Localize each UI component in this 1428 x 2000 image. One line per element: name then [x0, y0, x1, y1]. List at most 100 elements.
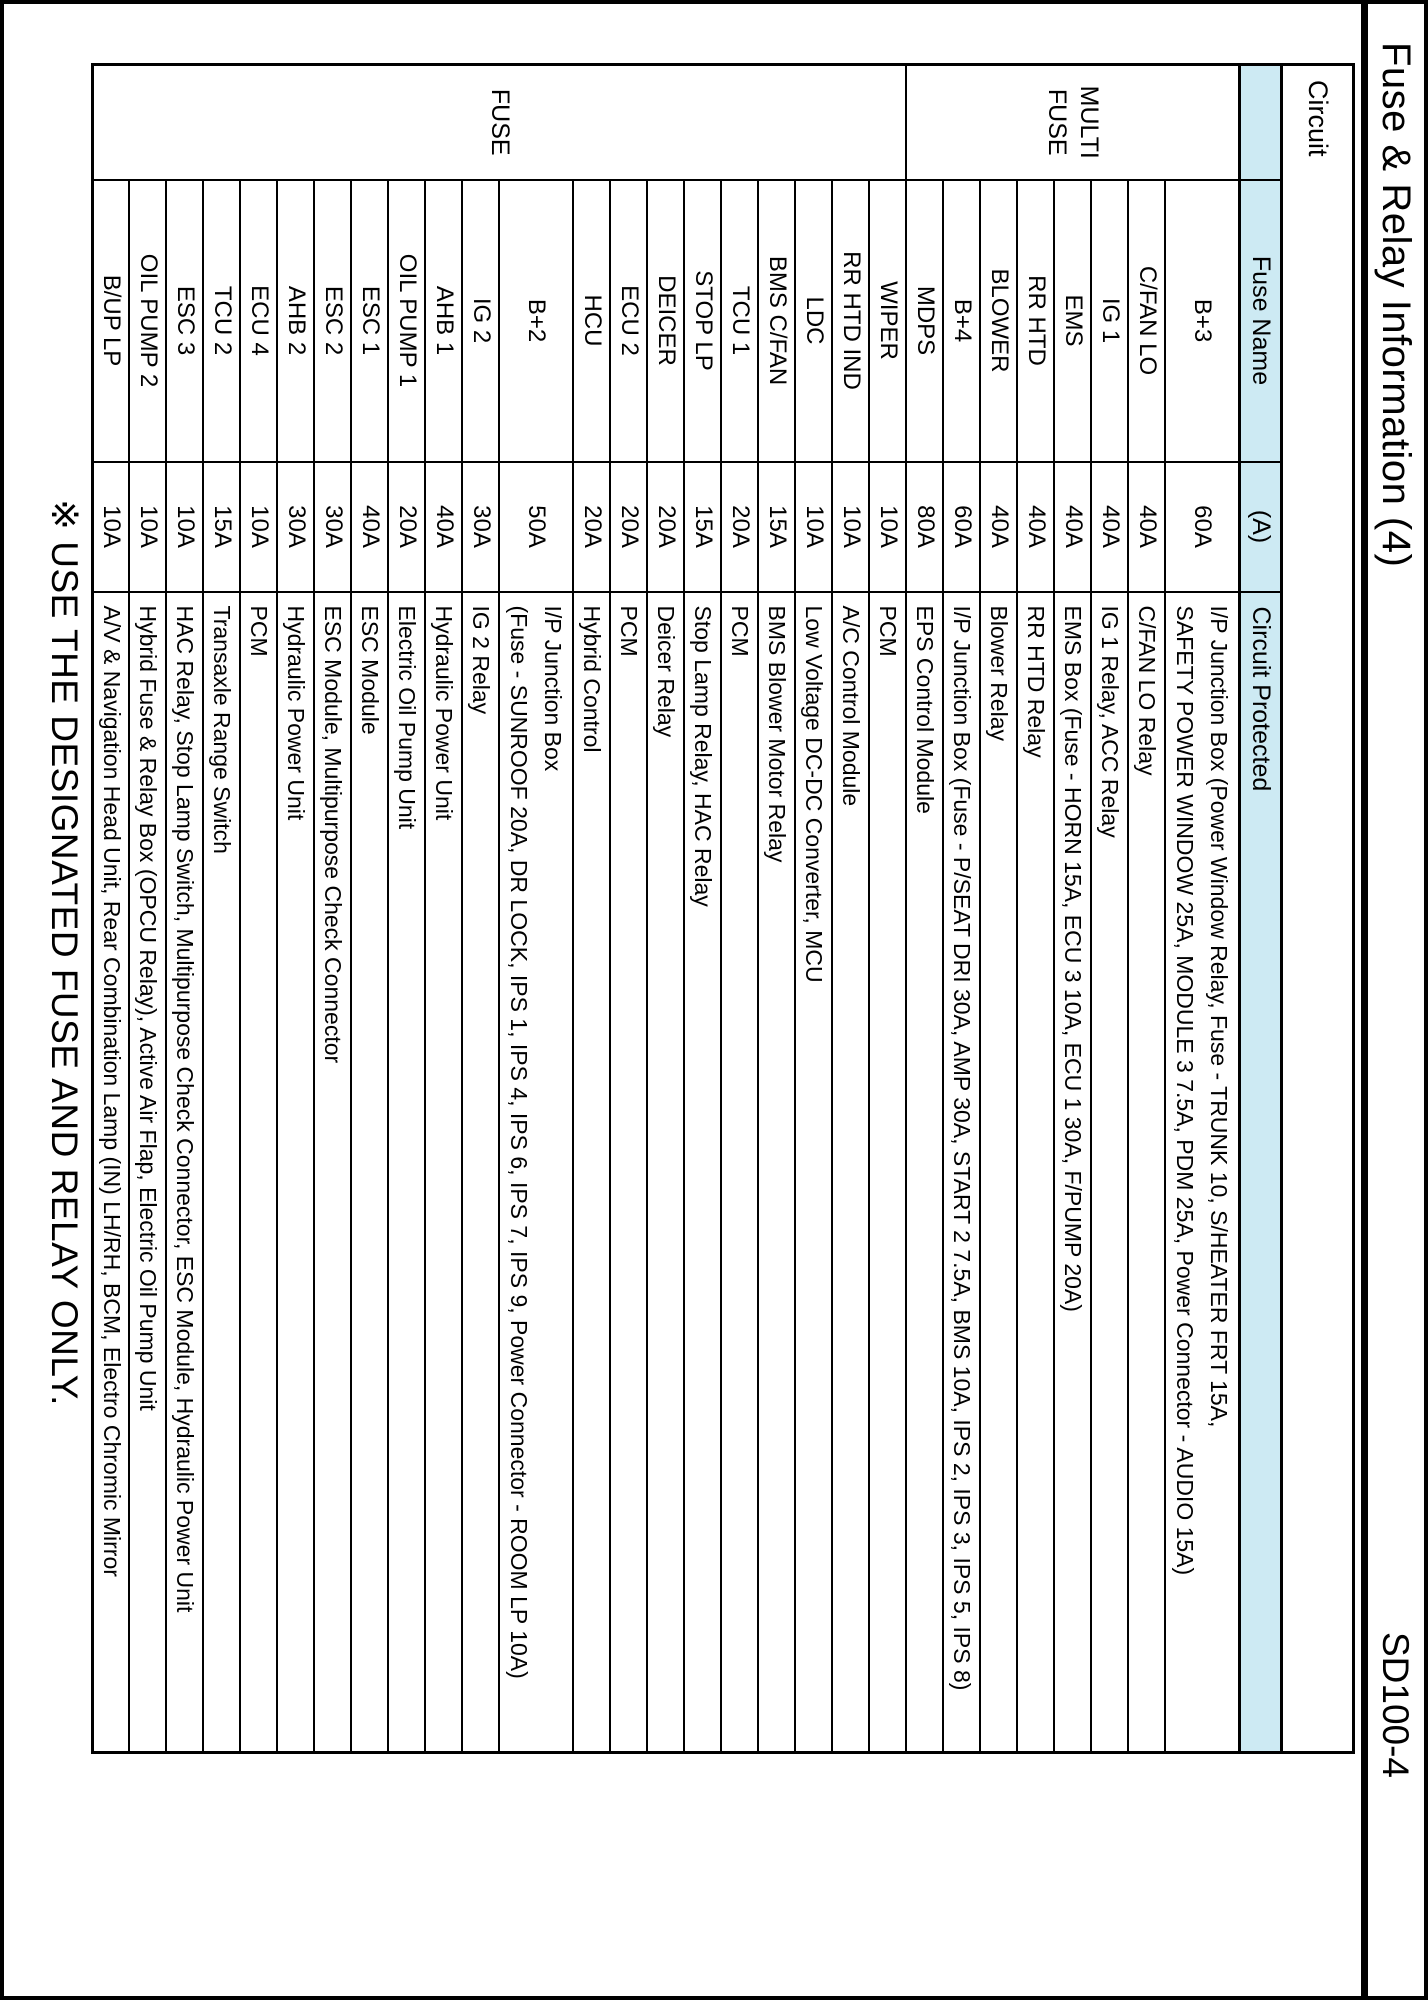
table-row: LDC 10A Low Voltage DC-DC Converter, MCU: [795, 65, 833, 1753]
amp-cell: 40A: [425, 461, 463, 592]
amp-cell: 40A: [351, 461, 389, 592]
amp-cell: 15A: [203, 461, 241, 592]
protected-cell: IG 1 Relay, ACC Relay: [1091, 591, 1129, 1753]
protected-cell: PCM: [869, 591, 907, 1753]
table-row: ESC 1 40A ESC Module: [351, 65, 389, 1753]
amp-cell: 10A: [129, 461, 167, 592]
protected-cell: Hybrid Control: [573, 591, 611, 1753]
amp-cell: 20A: [721, 461, 759, 592]
amp-cell: 30A: [462, 461, 500, 592]
table-row: BLOWER 40A Blower Relay: [980, 65, 1018, 1753]
protected-cell: Hydraulic Power Unit: [277, 591, 315, 1753]
table-row: B+4 60A I/P Junction Box (Fuse - P/SEAT DR…: [943, 65, 981, 1753]
fuse-name-cell: OIL PUMP 1: [388, 179, 426, 462]
fuse-name-cell: ESC 1: [351, 179, 389, 462]
table-row: ESC 3 10A HAC Relay, Stop Lamp Switch, Mul…: [166, 65, 204, 1753]
table-row: OIL PUMP 2 10A Hybrid Fuse & Relay Box (OP…: [129, 65, 167, 1753]
table-row: OIL PUMP 1 20A Electric Oil Pump Unit: [388, 65, 426, 1753]
fuse-name-cell: LDC: [795, 179, 833, 462]
table-row: AHB 1 40A Hydraulic Power Unit: [425, 65, 463, 1753]
table-row: ECU 2 20A PCM: [610, 65, 648, 1753]
table-row: IG 2 30A IG 2 Relay: [462, 65, 500, 1753]
table-row: B/UP LP 10A A/V & Navigation Head Unit, Re…: [92, 65, 130, 1753]
protected-cell: A/C Control Module: [832, 591, 870, 1753]
table-row: ECU 4 10A PCM: [240, 65, 278, 1753]
amp-cell: 80A: [906, 461, 944, 592]
amp-cell: 30A: [314, 461, 352, 592]
table-row: TCU 1 20A PCM: [721, 65, 759, 1753]
protected-cell: C/FAN LO Relay: [1128, 591, 1166, 1753]
amp-cell: 50A: [499, 461, 574, 592]
table-row: B+2 50A I/P Junction Box (Fuse - SUNROOF 20…: [499, 65, 574, 1753]
page-title: Fuse & Relay Information (4): [1374, 42, 1419, 568]
circuit-header-cell: Circuit: [1281, 64, 1354, 1753]
amp-cell: 10A: [166, 461, 204, 592]
fuse-name-cell: ESC 3: [166, 179, 204, 462]
fuse-name-cell: RR HTD: [1017, 179, 1055, 462]
amp-cell: 10A: [832, 461, 870, 592]
table-row: IG 1 40A IG 1 Relay, ACC Relay: [1091, 65, 1129, 1753]
table-row: DEICER 20A Deicer Relay: [647, 65, 685, 1753]
protected-cell: IG 2 Relay: [462, 591, 500, 1753]
protected-cell: ESC Module, Multipurpose Check Connector: [314, 591, 352, 1753]
amp-cell: 10A: [795, 461, 833, 592]
protected-cell: RR HTD Relay: [1017, 591, 1055, 1753]
protected-cell: Transaxle Range Switch: [203, 591, 241, 1753]
amp-cell: 15A: [758, 461, 796, 592]
amp-cell: 60A: [1165, 461, 1240, 592]
table-row: MDPS 80A EPS Control Module: [906, 65, 944, 1753]
amp-cell: 40A: [980, 461, 1018, 592]
protected-cell: ESC Module: [351, 591, 389, 1753]
table-row: FUSE WIPER 10A PCM: [92, 64, 907, 1753]
fuse-name-cell: BLOWER: [980, 179, 1018, 462]
table-row: AHB 2 30A Hydraulic Power Unit: [277, 65, 315, 1753]
fuse-name-cell: IG 2: [462, 179, 500, 462]
amp-cell: 60A: [943, 461, 981, 592]
fuse-name-cell: STOP LP: [684, 179, 722, 462]
amp-cell: 20A: [647, 461, 685, 592]
column-header-row: Fuse Name (A) Circuit Protected: [1239, 64, 1282, 1753]
fuse-group-cell: MULTI FUSE: [906, 64, 1240, 180]
fuse-name-cell: AHB 1: [425, 179, 463, 462]
fuse-name-cell: BMS C/FAN: [758, 179, 796, 462]
caution-note: ※ USE THE DESIGNATED FUSE AND RELAY ONLY…: [44, 499, 85, 1406]
table-row: RR HTD 40A RR HTD Relay: [1017, 65, 1055, 1753]
fuse-group-cell: FUSE: [92, 64, 907, 180]
protected-cell: Blower Relay: [980, 591, 1018, 1753]
fuse-table: Circuit Fuse Name (A) Circuit Protected …: [91, 63, 1355, 1755]
protected-cell: I/P Junction Box (Fuse - SUNROOF 20A, DR …: [499, 591, 574, 1753]
protected-cell: PCM: [721, 591, 759, 1753]
fuse-name-cell: ECU 2: [610, 179, 648, 462]
amp-cell: 10A: [92, 461, 130, 592]
fuse-table-body: Circuit Fuse Name (A) Circuit Protected …: [92, 64, 1354, 1753]
fuse-name-cell: HCU: [573, 179, 611, 462]
fuse-name-cell: DEICER: [647, 179, 685, 462]
fuse-name-header-cell: Fuse Name: [1239, 179, 1282, 462]
table-row: TCU 2 15A Transaxle Range Switch: [203, 65, 241, 1753]
protected-cell: Electric Oil Pump Unit: [388, 591, 426, 1753]
table-row: HCU 20A Hybrid Control: [573, 65, 611, 1753]
amp-cell: 40A: [1054, 461, 1092, 592]
amp-cell: 20A: [573, 461, 611, 592]
amp-cell: 15A: [684, 461, 722, 592]
title-bar: Fuse & Relay Information (4) SD100-4: [1368, 4, 1424, 1996]
doc-code: SD100-4: [1375, 1631, 1416, 1778]
amp-cell: 20A: [388, 461, 426, 592]
fuse-name-cell: TCU 2: [203, 179, 241, 462]
circuit-protected-header-cell: Circuit Protected: [1239, 591, 1282, 1753]
amp-header-cell: (A): [1239, 461, 1282, 592]
protected-cell: I/P Junction Box (Power Window Relay, Fu…: [1165, 591, 1240, 1753]
table-row: STOP LP 15A Stop Lamp Relay, HAC Relay: [684, 65, 722, 1753]
protected-cell: Stop Lamp Relay, HAC Relay: [684, 591, 722, 1753]
protected-cell: PCM: [610, 591, 648, 1753]
group-header-cell: [1239, 64, 1282, 180]
fuse-name-cell: B+3: [1165, 179, 1240, 462]
table-row: ESC 2 30A ESC Module, Multipurpose Check C…: [314, 65, 352, 1753]
protected-cell: PCM: [240, 591, 278, 1753]
amp-cell: 10A: [869, 461, 907, 592]
table-row: C/FAN LO 40A C/FAN LO Relay: [1128, 65, 1166, 1753]
title-separator: [1361, 4, 1368, 1996]
fuse-name-cell: B+2: [499, 179, 574, 462]
fuse-name-cell: MDPS: [906, 179, 944, 462]
